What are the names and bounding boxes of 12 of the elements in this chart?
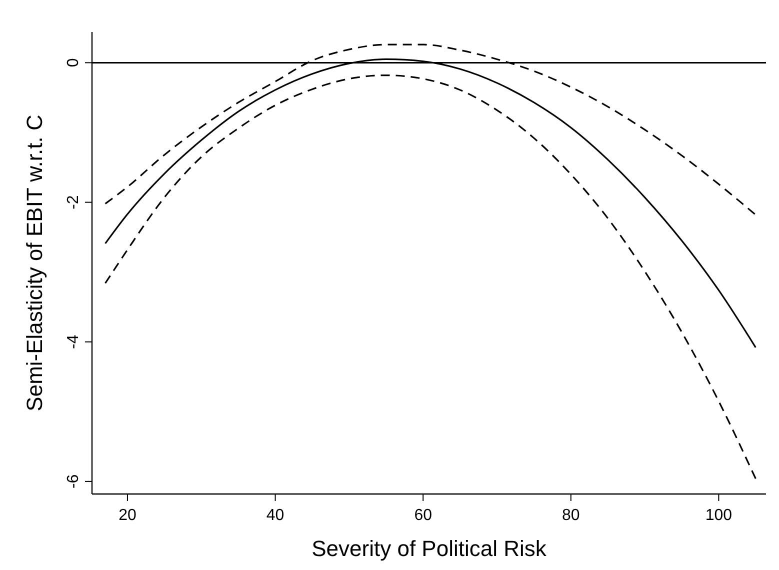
y-axis-title: Semi-Elasticity of EBIT w.r.t. C (22, 114, 47, 412)
x-tick-label: 60 (414, 507, 432, 524)
line-series (104, 74, 756, 480)
x-tick-label: 40 (266, 507, 284, 524)
x-tick-label: 100 (705, 507, 732, 524)
y-tick-label: -4 (65, 334, 82, 349)
y-tick-label: 0 (65, 58, 82, 68)
x-axis-title: Severity of Political Risk (312, 536, 548, 561)
x-tick-label: 20 (118, 507, 136, 524)
y-tick-label: -6 (65, 474, 82, 489)
y-tick-label: -2 (65, 195, 82, 210)
x-tick-label: 80 (562, 507, 580, 524)
